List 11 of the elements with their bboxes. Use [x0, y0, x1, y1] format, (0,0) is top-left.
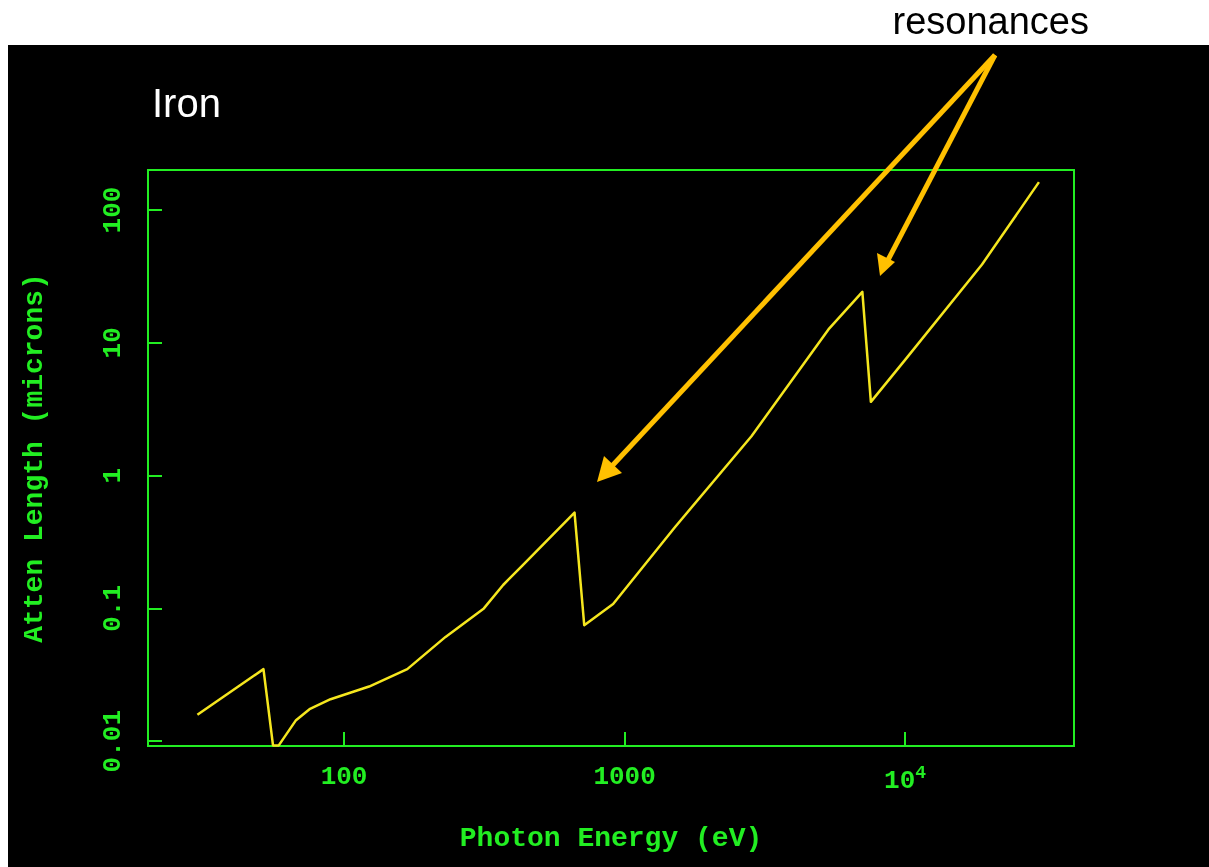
x-tick-label: 100 [320, 762, 368, 792]
x-axis-title: Photon Energy (eV) [459, 822, 763, 854]
x-tick-label: 1000 [593, 762, 656, 792]
y-axis-title: Atten Length (microns) [18, 273, 50, 643]
y-tick-label: 1 [98, 467, 128, 484]
y-tick-label: 0.01 [98, 709, 128, 773]
y-tick-label: 100 [98, 186, 128, 234]
y-tick-label: 10 [98, 327, 128, 359]
text: resonances [892, 0, 1090, 42]
y-tick-label: 0.1 [98, 584, 128, 632]
chart-title: Iron [152, 81, 221, 125]
